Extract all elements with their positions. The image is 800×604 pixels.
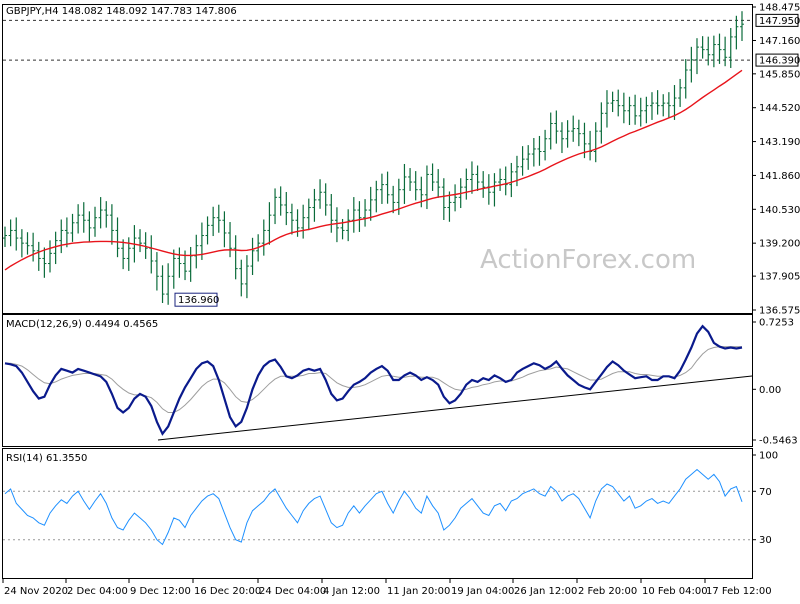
- macd-panel: MACD(12,26,9) 0.4494 0.4565 0.7253 0.00 -0…: [3, 315, 798, 447]
- y-tick-label: 70: [759, 487, 772, 498]
- y-tick-label: 144.520: [759, 103, 800, 114]
- macd-y-axis: 0.7253 0.00 -0.5463: [752, 318, 798, 447]
- y-tick-label: 139.200: [759, 239, 800, 250]
- y-tick-label: 100: [759, 451, 778, 462]
- rsi-panel-frame: [3, 449, 753, 579]
- low-annotation-label: 136.960: [178, 295, 219, 306]
- y-tick-label: 140.530: [759, 205, 800, 216]
- y-tick-label: 141.860: [759, 171, 800, 182]
- y-tick-label: -0.5463: [759, 436, 798, 447]
- y-tick-label: 30: [759, 535, 772, 546]
- price-panel-header: GBPJPY,H4 148.082 148.092 147.783 147.80…: [6, 6, 237, 17]
- x-tick-label: 4 Jan 12:00: [323, 586, 380, 597]
- price-y-axis: 148.475 147.160 145.850 144.520 143.190 141.8…: [752, 3, 800, 317]
- y-tick-label: 136.575: [759, 306, 800, 317]
- x-tick-label: 24 Nov 2020: [4, 586, 68, 597]
- macd-panel-header: MACD(12,26,9) 0.4494 0.4565: [6, 319, 158, 330]
- rsi-y-axis: 100 70 30: [752, 451, 778, 547]
- x-tick-label: 2 Feb 20:00: [578, 586, 637, 597]
- rsi-panel-header: RSI(14) 61.3550: [6, 453, 87, 464]
- x-tick-label: 2 Dec 04:00: [67, 586, 128, 597]
- x-tick-label: 19 Jan 04:00: [451, 586, 514, 597]
- y-tick-label: 0.7253: [759, 318, 794, 329]
- macd-panel-frame: [3, 315, 753, 447]
- y-tick-label: 145.850: [759, 69, 800, 80]
- price-level-label: 147.950: [759, 16, 800, 27]
- x-tick-label: 24 Dec 04:00: [259, 586, 326, 597]
- y-tick-label: 0.00: [759, 385, 781, 396]
- price-level-label: 146.390: [759, 56, 800, 67]
- x-tick-label: 17 Feb 12:00: [706, 586, 772, 597]
- y-tick-label: 137.905: [759, 272, 800, 283]
- x-tick-label: 16 Dec 20:00: [194, 586, 261, 597]
- watermark: ActionForex.com: [480, 245, 696, 275]
- low-annotation: 136.960: [175, 293, 219, 306]
- rsi-panel: RSI(14) 61.3550 100 70 30: [3, 449, 779, 579]
- y-tick-label: 147.160: [759, 36, 800, 47]
- x-tick-label: 26 Jan 12:00: [514, 586, 577, 597]
- price-panel: GBPJPY,H4 148.082 148.092 147.783 147.80…: [3, 3, 800, 317]
- x-tick-label: 11 Jan 20:00: [387, 586, 450, 597]
- y-tick-label: 148.475: [759, 3, 800, 14]
- x-tick-label: 9 Dec 12:00: [130, 586, 191, 597]
- x-tick-label: 10 Feb 04:00: [642, 586, 708, 597]
- y-tick-label: 143.190: [759, 137, 800, 148]
